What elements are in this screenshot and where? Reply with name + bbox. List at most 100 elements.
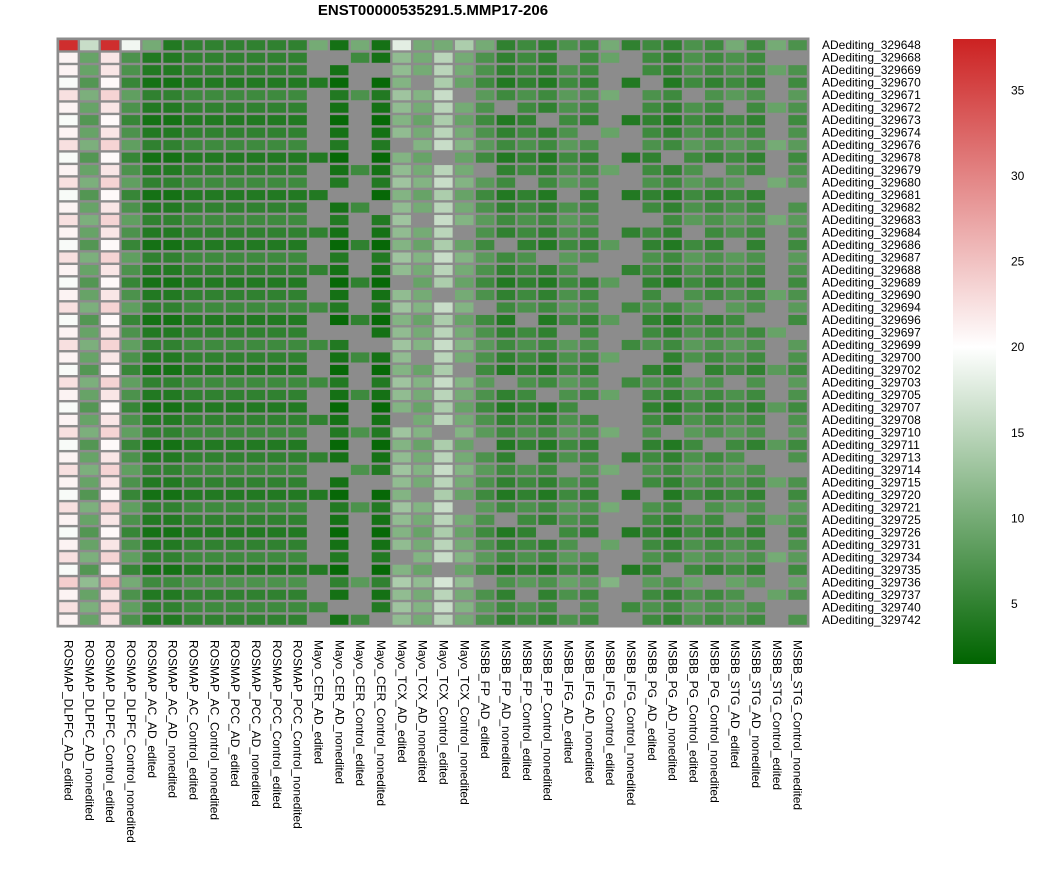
heatmap-cell (559, 52, 578, 63)
heatmap-cell (684, 514, 703, 525)
heatmap-cell (59, 52, 78, 63)
row-label: ADediting_329725 (822, 513, 921, 527)
heatmap-cell (684, 327, 703, 338)
heatmap-cell (434, 265, 453, 276)
heatmap-cell (330, 52, 349, 63)
heatmap-cell (434, 602, 453, 613)
heatmap-cell (600, 227, 620, 238)
heatmap-cell (663, 377, 682, 388)
heatmap-cell (496, 52, 516, 63)
heatmap-cell (100, 364, 120, 376)
heatmap-cell (621, 190, 641, 201)
heatmap-cell (225, 277, 245, 288)
heatmap-cell (600, 377, 620, 388)
heatmap-cell (684, 227, 703, 238)
heatmap-cell (767, 127, 786, 138)
heatmap-cell (371, 489, 391, 500)
heatmap-cell (413, 240, 432, 251)
heatmap-cell (538, 65, 557, 76)
heatmap-cell (80, 477, 99, 488)
heatmap-cell (392, 564, 411, 575)
heatmap-cell (309, 389, 328, 400)
heatmap-cell (663, 414, 682, 425)
heatmap-cell (100, 252, 120, 263)
heatmap-cell (475, 327, 495, 338)
heatmap-cell (392, 377, 411, 388)
heatmap-cell (705, 152, 724, 163)
heatmap-cell (788, 115, 807, 126)
heatmap-cell (80, 165, 99, 176)
heatmap-cell (642, 77, 661, 88)
heatmap-cell (642, 152, 661, 163)
legend-tick-label: 5 (1011, 597, 1018, 611)
heatmap-cell (621, 352, 641, 363)
heatmap-cell (288, 177, 307, 188)
heatmap-cell (205, 502, 224, 513)
heatmap-cell (496, 227, 516, 238)
heatmap-cell (517, 289, 536, 301)
heatmap-cell (746, 65, 766, 76)
heatmap-cell (642, 277, 661, 288)
heatmap-cell (330, 577, 349, 588)
heatmap-cell (642, 402, 661, 413)
heatmap-cell (392, 252, 411, 263)
heatmap-cell (309, 327, 328, 338)
heatmap-cell (371, 190, 391, 201)
heatmap-cell (600, 177, 620, 188)
heatmap-cell (434, 190, 453, 201)
heatmap-cell (330, 302, 349, 313)
heatmap-cell (642, 102, 661, 113)
heatmap-cell (642, 502, 661, 513)
heatmap-cell (121, 102, 141, 113)
heatmap-cell (496, 252, 516, 263)
heatmap-cell (246, 402, 266, 413)
heatmap-cell (163, 227, 182, 238)
heatmap-cell (496, 140, 516, 151)
heatmap-cell (475, 502, 495, 513)
heatmap-cell (246, 389, 266, 400)
heatmap-cell (663, 477, 682, 488)
heatmap-cell (413, 289, 432, 301)
heatmap-cell (455, 314, 474, 326)
heatmap-cell (163, 414, 182, 425)
heatmap-cell (663, 439, 682, 450)
heatmap-cell (746, 502, 766, 513)
heatmap-cell (496, 414, 516, 425)
heatmap-cell (371, 414, 391, 425)
heatmap-cell (642, 127, 661, 138)
heatmap-cell (80, 252, 99, 263)
heatmap-cell (392, 52, 411, 63)
heatmap-cell (59, 302, 78, 313)
heatmap-cell (163, 377, 182, 388)
heatmap-cell (600, 477, 620, 488)
heatmap-cell (142, 165, 161, 176)
heatmap-cell (642, 389, 661, 400)
heatmap-cell (767, 577, 786, 588)
heatmap-cell (163, 589, 182, 600)
heatmap-cell (746, 564, 766, 575)
heatmap-cell (350, 240, 370, 251)
heatmap-cell (788, 102, 807, 113)
heatmap-cell (205, 302, 224, 313)
heatmap-cell (621, 439, 641, 450)
heatmap-cell (455, 364, 474, 376)
heatmap-cell (80, 190, 99, 201)
heatmap-cell (371, 439, 391, 450)
heatmap-cell (100, 539, 120, 550)
heatmap-cell (371, 140, 391, 151)
heatmap-cell (517, 215, 536, 226)
heatmap-cell (371, 514, 391, 525)
heatmap-cell (434, 65, 453, 76)
heatmap-cell (100, 289, 120, 301)
column-label: MSBB_STG_AD_edited (728, 640, 742, 768)
heatmap-cell (392, 102, 411, 113)
heatmap-cell (142, 414, 161, 425)
heatmap-cell (621, 140, 641, 151)
heatmap-cell (205, 90, 224, 101)
row-label: ADediting_329676 (822, 138, 921, 152)
heatmap-cell (580, 240, 599, 251)
heatmap-cell (121, 527, 141, 538)
heatmap-cell (205, 589, 224, 600)
heatmap-cell (559, 102, 578, 113)
column-label: MSBB_FP_AD_edited (478, 640, 492, 759)
